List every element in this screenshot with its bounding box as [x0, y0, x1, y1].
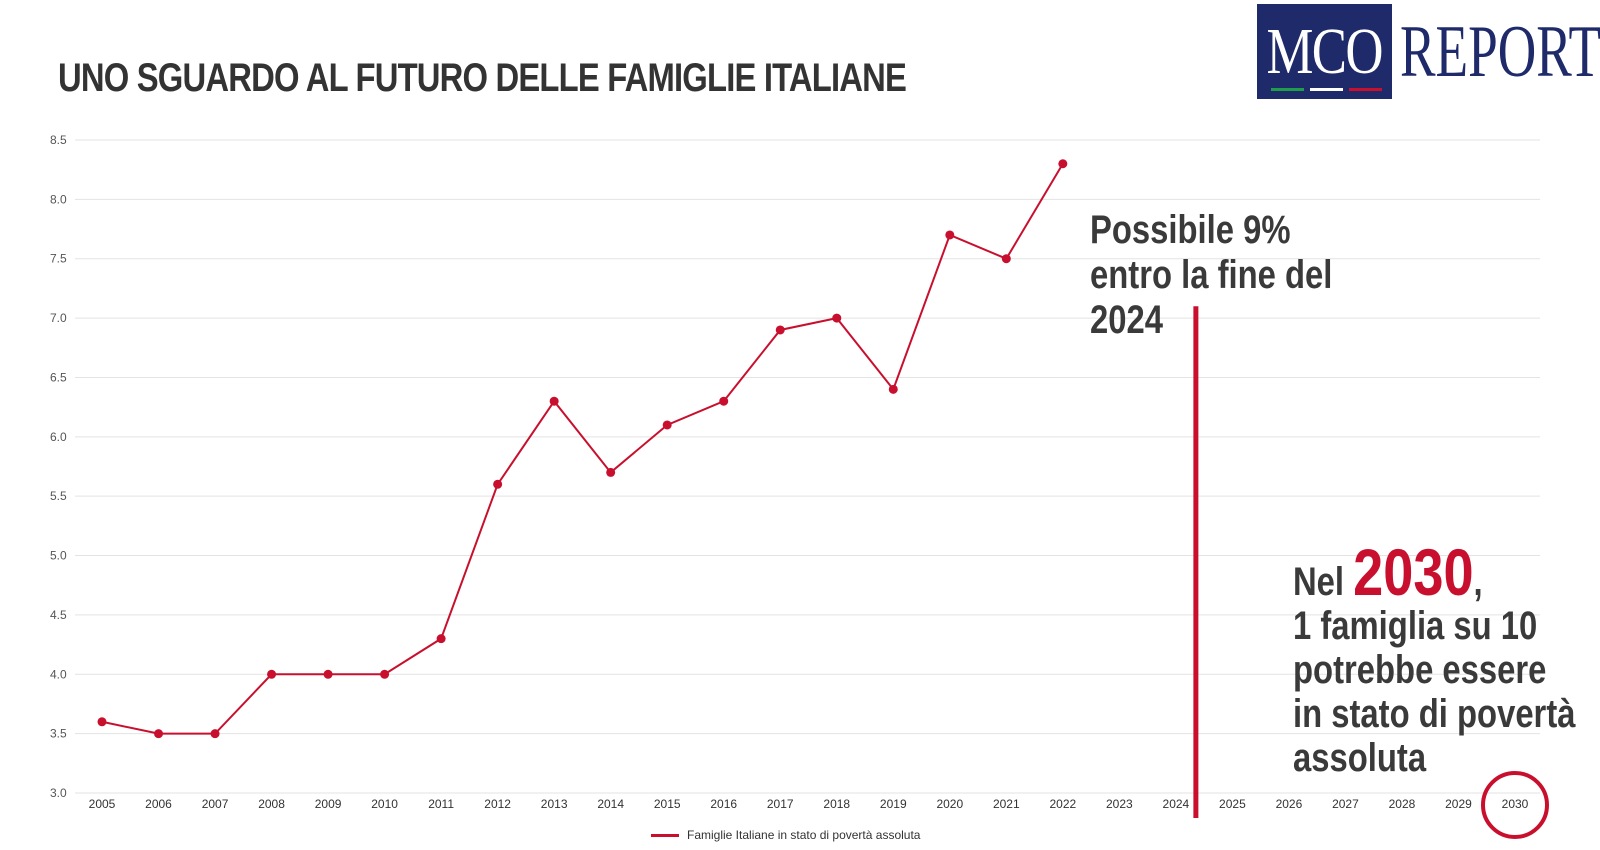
x-tick-label: 2026	[1276, 797, 1303, 811]
y-tick-label: 6.5	[50, 370, 67, 384]
y-tick-label: 5.5	[50, 489, 67, 503]
annotation-2030-year: 2030	[1353, 535, 1474, 609]
y-tick-label: 3.0	[50, 786, 67, 800]
data-point	[1001, 254, 1011, 264]
logo-box: MCO	[1257, 4, 1392, 99]
x-tick-label: 2025	[1219, 797, 1246, 811]
data-point	[1058, 159, 1068, 169]
x-tick-label: 2007	[202, 797, 229, 811]
series-group	[97, 159, 1068, 739]
chart-title: UNO SGUARDO AL FUTURO DELLE FAMIGLIE ITA…	[58, 56, 907, 100]
y-tick-label: 3.5	[50, 727, 67, 741]
x-axis-ticks: 2005 2006 2007 2008 2009 2010 2011 2012 2013 2014…	[89, 797, 1529, 811]
data-point	[97, 717, 107, 727]
y-tick-label: 4.0	[50, 667, 67, 681]
annotation-2030-line5: assoluta	[1293, 736, 1427, 780]
data-point	[493, 479, 503, 489]
annotation-2024-line3: 2024	[1090, 298, 1163, 342]
data-point	[436, 634, 446, 644]
annotation-2024-line1: Possibile 9%	[1090, 208, 1291, 252]
data-point	[775, 325, 785, 335]
x-tick-label: 2012	[484, 797, 511, 811]
y-tick-label: 8.0	[50, 192, 67, 206]
x-tick-label: 2027	[1332, 797, 1359, 811]
gridlines	[75, 139, 1540, 794]
y-tick-label: 7.5	[50, 252, 67, 266]
x-tick-label: 2015	[654, 797, 681, 811]
x-tick-label: 2028	[1389, 797, 1416, 811]
logo-text-mco: MCO	[1266, 14, 1384, 88]
y-tick-label: 5.0	[50, 549, 67, 563]
annotation-2030: Nel 2030, 1 famiglia su 10 potrebbe esse…	[1293, 539, 1576, 780]
x-tick-label: 2011	[428, 797, 454, 811]
annotation-2030-line2: 1 famiglia su 10	[1293, 604, 1538, 648]
data-point	[606, 467, 616, 477]
legend-swatch	[651, 833, 679, 837]
data-point	[267, 669, 277, 679]
data-point	[549, 396, 559, 406]
series-line	[101, 163, 1064, 735]
x-tick-label: 2021	[993, 797, 1020, 811]
data-point	[888, 384, 898, 394]
data-point	[210, 729, 220, 739]
annotation-2030-line4: in stato di povertà	[1293, 692, 1576, 736]
logo-flag-stripes	[1271, 88, 1382, 91]
x-tick-label: 2022	[1049, 797, 1076, 811]
x-tick-label: 2006	[145, 797, 172, 811]
highlight-group	[1481, 771, 1549, 839]
x-tick-label: 2016	[710, 797, 737, 811]
mco-report-logo[interactable]: MCO REPORT	[1257, 4, 1600, 99]
logo-text-report: REPORT	[1400, 11, 1600, 93]
x-tick-label: 2013	[541, 797, 568, 811]
annotation-2024-line2: entro la fine del	[1090, 253, 1333, 297]
data-point	[945, 230, 955, 240]
x-tick-label: 2020	[936, 797, 963, 811]
x-tick-label: 2014	[597, 797, 624, 811]
x-tick-label: 2029	[1445, 797, 1472, 811]
y-tick-label: 6.0	[50, 430, 67, 444]
x-tick-label: 2009	[315, 797, 342, 811]
y-tick-label: 7.0	[50, 311, 67, 325]
annotation-2030-line3: potrebbe essere	[1293, 648, 1547, 692]
legend[interactable]: Famiglie Italiane in stato di povertà as…	[651, 828, 920, 842]
highlight-circle-2030	[1481, 771, 1549, 839]
data-point	[154, 729, 164, 739]
data-point	[323, 669, 333, 679]
x-tick-label: 2010	[371, 797, 398, 811]
x-tick-label: 2008	[258, 797, 285, 811]
data-point	[719, 396, 729, 406]
annotation-2030-suffix: ,	[1473, 560, 1483, 604]
annotation-2030-prefix: Nel	[1293, 560, 1354, 604]
data-point	[832, 313, 842, 323]
x-tick-label: 2023	[1106, 797, 1133, 811]
y-tick-label: 4.5	[50, 608, 67, 622]
x-tick-label: 2018	[823, 797, 850, 811]
x-tick-label: 2019	[880, 797, 907, 811]
x-tick-label: 2024	[1163, 797, 1190, 811]
annotation-2024: Possibile 9% entro la fine del 2024	[1090, 208, 1332, 343]
x-tick-label: 2017	[767, 797, 794, 811]
legend-label: Famiglie Italiane in stato di povertà as…	[687, 828, 921, 842]
data-point	[662, 420, 672, 430]
y-axis-ticks: 3.0 3.5 4.0 4.5 5.0 5.5 6.0 6.5 7.0 7.5 8.0 8.5	[50, 133, 67, 800]
x-tick-label: 2030	[1502, 797, 1529, 811]
data-point	[380, 669, 390, 679]
x-tick-label: 2005	[89, 797, 116, 811]
annotation-2030-line1: Nel 2030,	[1293, 539, 1575, 605]
y-tick-label: 8.5	[50, 133, 67, 147]
